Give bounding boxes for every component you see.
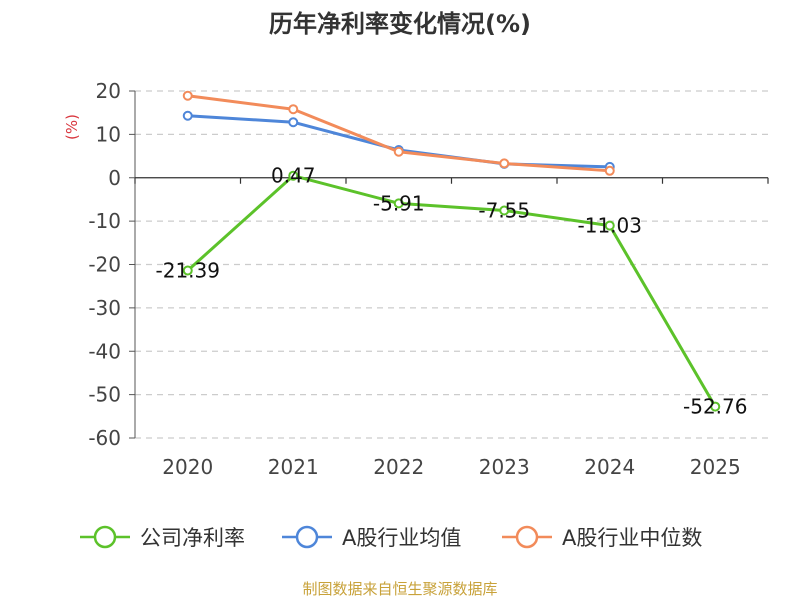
- legend-item-0[interactable]: 公司净利率: [80, 525, 245, 550]
- legend-marker-icon: [93, 525, 117, 549]
- data-label: -52.76: [683, 395, 747, 419]
- x-tick-label: 2025: [690, 455, 741, 479]
- series-line-0: [186, 174, 717, 408]
- legend-label: A股行业中位数: [562, 526, 702, 550]
- legend-item-1[interactable]: A股行业均值: [282, 525, 461, 550]
- legend[interactable]: 公司净利率 A股行业均值 A股行业中位数: [80, 525, 702, 550]
- data-point[interactable]: [288, 104, 299, 115]
- axes: 20 10 0 -10 -20 -30 -40 -50 -60 2020 2021 2022 2023 2…: [88, 79, 769, 479]
- data-labels: -21.39 0.47 -5.91 -7.55 -11.03 -52.76: [156, 164, 748, 419]
- y-tick-label: -50: [88, 383, 121, 407]
- data-point[interactable]: [604, 220, 615, 231]
- data-point[interactable]: [182, 90, 193, 101]
- legend-marker-icon: [515, 525, 539, 549]
- legend-marker-icon: [295, 525, 319, 549]
- y-tick-label: -20: [88, 253, 121, 277]
- y-tick-label: -60: [88, 426, 121, 450]
- y-tick-label: 20: [96, 79, 121, 103]
- y-tick-label: -10: [88, 209, 121, 233]
- data-point[interactable]: [499, 158, 510, 169]
- data-point[interactable]: [604, 165, 615, 176]
- y-tick-label: -30: [88, 296, 121, 320]
- data-label: -21.39: [156, 259, 220, 283]
- data-label: -11.03: [578, 214, 642, 238]
- y-tick-label: 0: [108, 166, 121, 190]
- series-line-2: [187, 94, 610, 173]
- x-tick-label: 2021: [268, 455, 319, 479]
- data-label: 0.47: [271, 164, 316, 188]
- data-label: -7.55: [478, 198, 530, 222]
- data-point[interactable]: [182, 265, 193, 276]
- data-point[interactable]: [710, 401, 721, 412]
- data-point[interactable]: [393, 198, 404, 209]
- data-label: -5.91: [373, 191, 425, 215]
- data-point[interactable]: [393, 146, 404, 157]
- y-axis-label: (%): [63, 114, 81, 140]
- chart-title: 历年净利率变化情况(%): [269, 10, 531, 38]
- series-lines: [182, 90, 721, 412]
- data-point[interactable]: [499, 205, 510, 216]
- x-tick-label: 2022: [373, 455, 424, 479]
- series-line-1: [187, 114, 610, 169]
- legend-label: 公司净利率: [140, 526, 245, 550]
- data-point[interactable]: [288, 170, 299, 181]
- y-tick-label: 10: [96, 122, 121, 146]
- data-point[interactable]: [288, 117, 299, 128]
- data-point[interactable]: [182, 110, 193, 121]
- grid-lines: [135, 90, 768, 439]
- x-tick-label: 2023: [479, 455, 530, 479]
- legend-item-2[interactable]: A股行业中位数: [502, 525, 702, 550]
- y-tick-label: -40: [88, 339, 121, 363]
- legend-label: A股行业均值: [342, 526, 461, 550]
- x-tick-label: 2020: [162, 455, 213, 479]
- x-tick-label: 2024: [584, 455, 635, 479]
- data-source-note: 制图数据来自恒生聚源数据库: [302, 580, 497, 598]
